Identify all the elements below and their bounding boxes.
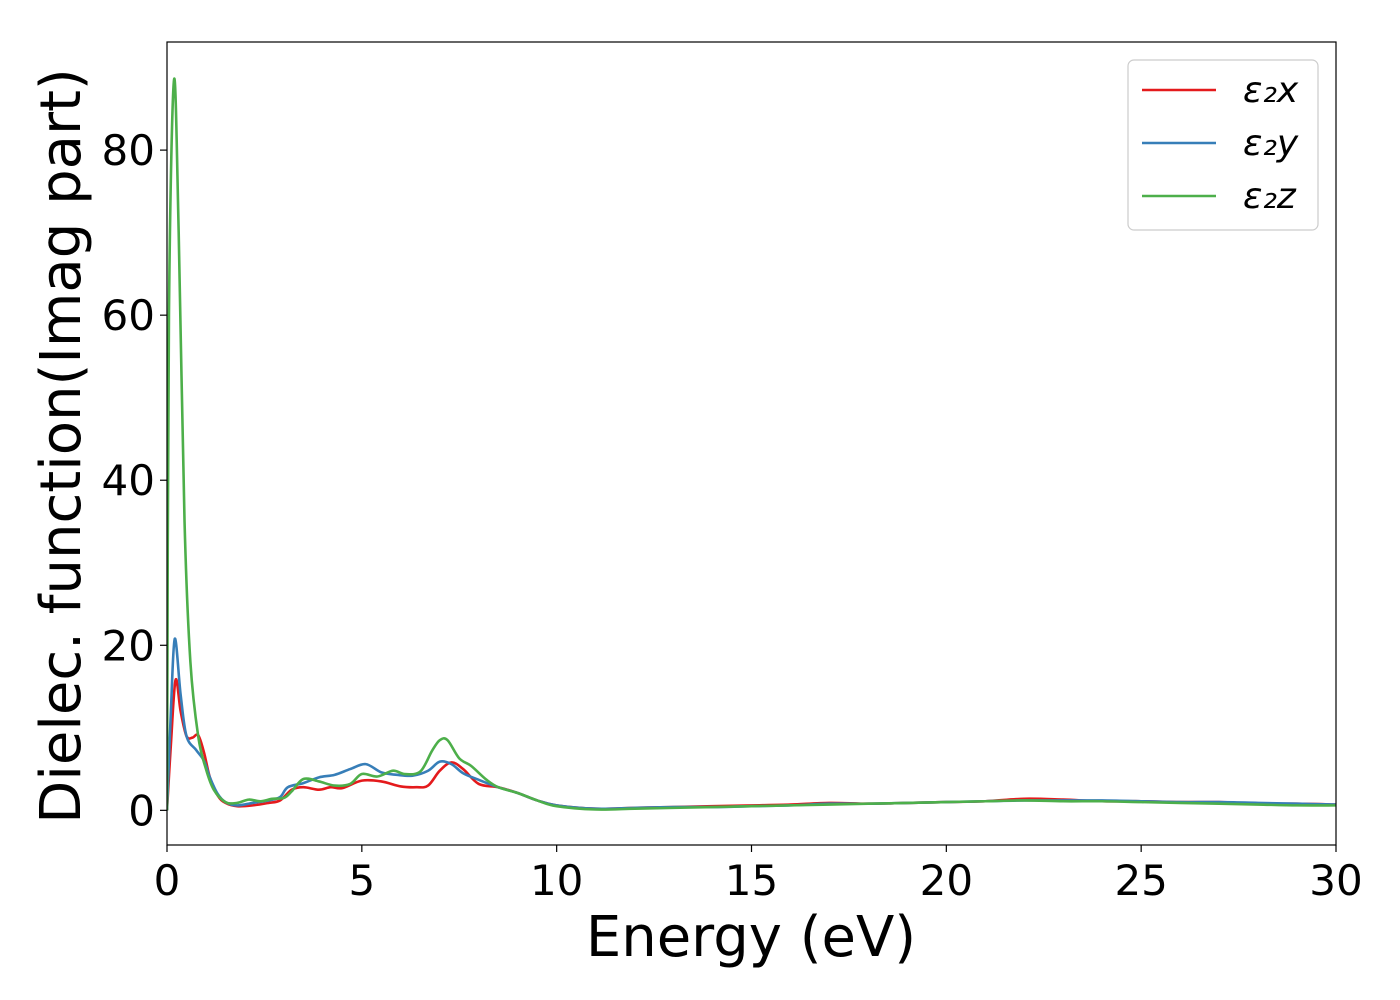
x-axis-label: Energy (eV) <box>586 905 916 970</box>
y-tick-label: 80 <box>102 126 155 175</box>
series-line-3 <box>167 77 1336 811</box>
y-axis: 0 20 40 60 80 <box>102 126 167 835</box>
legend-label: ε₂y <box>1243 123 1299 164</box>
x-tick-label: 0 <box>154 856 181 905</box>
legend-label: ε₂z <box>1243 176 1297 217</box>
y-tick-label: 60 <box>102 291 155 340</box>
x-tick-label: 5 <box>348 856 375 905</box>
x-tick-label: 30 <box>1309 856 1362 905</box>
y-tick-label: 20 <box>102 621 155 670</box>
series-layer <box>167 77 1336 811</box>
x-tick-label: 15 <box>725 856 778 905</box>
legend-box <box>1127 59 1319 231</box>
y-axis-label: Dielec. function(Imag part) <box>29 68 94 824</box>
legend: ε₂x ε₂y ε₂z <box>1127 59 1319 231</box>
y-tick-label: 0 <box>128 786 155 835</box>
x-tick-label: 25 <box>1114 856 1167 905</box>
legend-label: ε₂x <box>1243 70 1299 111</box>
y-tick-label: 40 <box>102 456 155 505</box>
x-tick-label: 10 <box>530 856 583 905</box>
x-axis: 0 5 10 15 20 25 30 <box>154 845 1363 905</box>
x-tick-label: 20 <box>920 856 973 905</box>
